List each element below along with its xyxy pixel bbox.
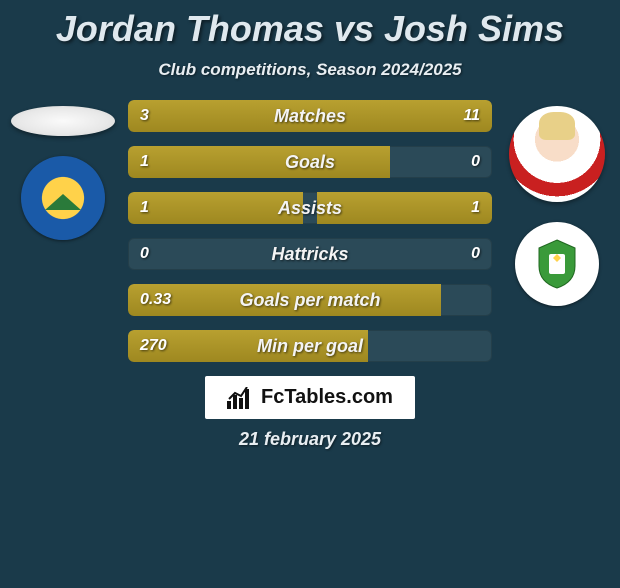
club-badge-right	[515, 222, 599, 306]
brand-badge: FcTables.com	[205, 376, 415, 419]
stat-label: Min per goal	[128, 330, 492, 362]
stat-label: Assists	[128, 192, 492, 224]
stat-row: 311Matches	[128, 100, 492, 132]
player-right-column	[502, 100, 612, 306]
stat-row: 0.33Goals per match	[128, 284, 492, 316]
stat-label: Hattricks	[128, 238, 492, 270]
stat-row: 00Hattricks	[128, 238, 492, 270]
brand-text: FcTables.com	[261, 386, 393, 409]
stat-row: 11Assists	[128, 192, 492, 224]
subtitle: Club competitions, Season 2024/2025	[8, 60, 612, 80]
stat-row: 10Goals	[128, 146, 492, 178]
stat-label: Matches	[128, 100, 492, 132]
date-label: 21 february 2025	[239, 429, 381, 450]
stat-label: Goals	[128, 146, 492, 178]
page-title: Jordan Thomas vs Josh Sims	[8, 8, 612, 50]
comparison-content: 311Matches 10Goals 11Assists 00Hattricks 0.3…	[8, 100, 612, 362]
footer: FcTables.com 21 february 2025	[8, 376, 612, 450]
brand-logo-icon	[227, 387, 253, 409]
player-left-column	[8, 100, 118, 240]
player-right-photo	[509, 106, 605, 202]
stat-bars: 311Matches 10Goals 11Assists 00Hattricks 0.3…	[128, 100, 492, 362]
stat-row: 270Min per goal	[128, 330, 492, 362]
stat-label: Goals per match	[128, 284, 492, 316]
player-left-photo	[11, 106, 115, 136]
club-badge-left	[21, 156, 105, 240]
